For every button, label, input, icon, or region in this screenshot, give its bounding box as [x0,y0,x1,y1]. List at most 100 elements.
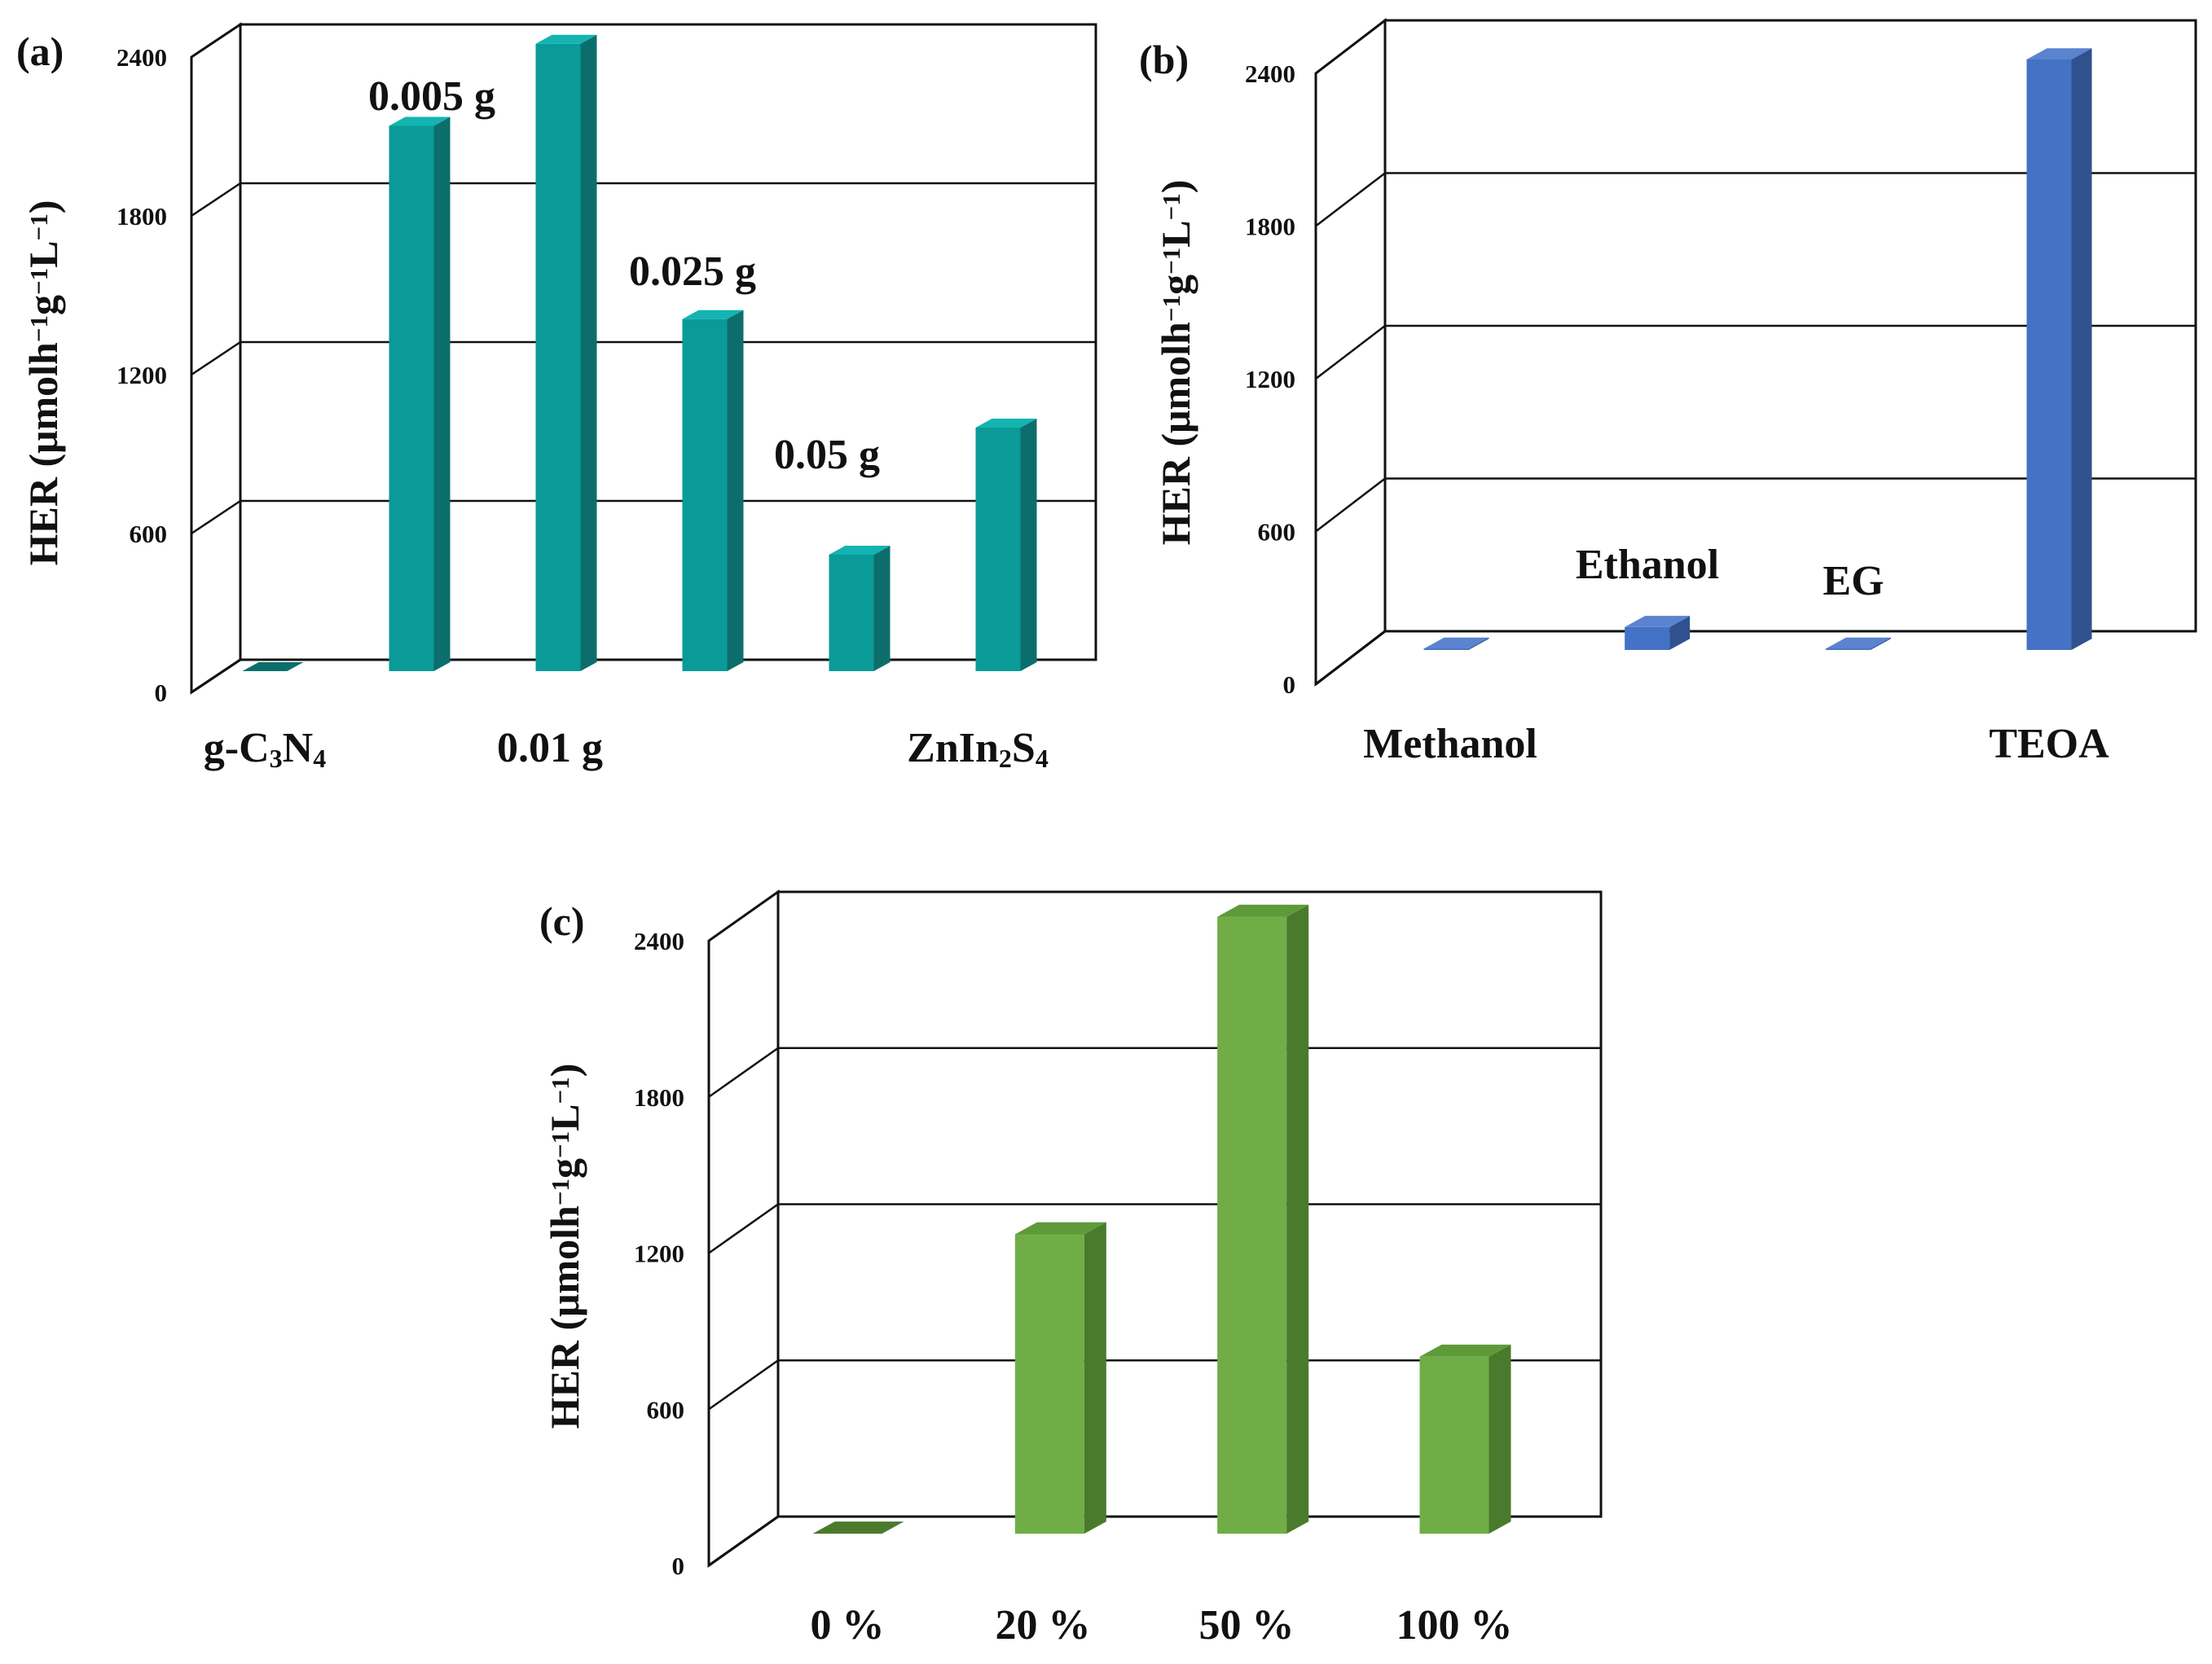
bar-top [1423,637,1489,649]
y-tick-label: 2400 [117,43,167,72]
x-tick-label: 0.01 g [497,725,603,771]
bar [1423,637,1489,650]
bar [1217,904,1309,1534]
plot-floor-edge [708,1515,779,1567]
bar-side [1870,637,1891,650]
y-tick-label: 1200 [634,1240,684,1268]
bar-top [812,1521,904,1534]
bar-annotation: Ethanol [1576,542,1719,588]
bar-annotation: 0.005 g [368,73,495,120]
x-tick-label: 50 % [1199,1602,1295,1649]
bar [975,419,1037,671]
plot-floor-edge [1315,630,1386,686]
bar-side [2071,48,2092,650]
bar-annotation: 0.05 g [774,432,880,478]
bar-side [727,310,744,671]
bar [1014,1222,1106,1534]
y-axis-label: HER (μmolh−1g−1L−1) [20,200,66,566]
bar-top [1419,1344,1511,1357]
bar-front [1625,626,1670,650]
y-axis-label: HER (μmolh−1g−1L−1) [542,1064,587,1429]
bar [535,34,597,671]
y-tick-label: 2400 [634,927,684,955]
y-tick-label: 0 [1283,670,1296,699]
bar-front [1217,916,1287,1534]
bar-annotation: 0.025 g [629,248,756,295]
gridline-side [1315,477,1386,533]
x-tick-label: g-C3N4 [204,725,326,773]
bar-side [1489,1344,1511,1534]
bar-front [535,43,581,671]
x-tick-label: 100 % [1396,1602,1513,1649]
y-tick-label: 1800 [117,202,167,231]
bar-side [1020,419,1037,671]
y-tick-label: 0 [672,1552,685,1580]
bar-front [1419,1356,1489,1534]
y-tick-label: 0 [155,678,168,707]
bar-side [873,546,891,671]
x-tick-label: 20 % [996,1602,1091,1649]
panel-label: (b) [1139,37,1189,82]
bar [389,116,451,671]
y-tick-label: 1200 [1245,365,1295,393]
gridline-side [1315,172,1386,227]
gridline-side [708,1203,779,1254]
gridline-side [708,1359,779,1411]
panel-b-chart: 0 600 1200 1800 2400 (b) HER (μmolh−1g−1L−1) Me… [1139,17,2197,767]
y-tick-label: 1800 [1245,213,1295,241]
bar-annotation: EG [1823,558,1884,604]
panel-a-chart: 0 600 1200 1800 2400 (a) HER (μmolh−1g−1L−1) g-… [16,22,1097,773]
y-tick-label: 1800 [634,1083,684,1112]
gridline-side [191,182,241,217]
panel-label: (a) [16,29,64,74]
bar-side [580,34,597,671]
bar [812,1521,904,1534]
bar-top [682,310,744,319]
bar [829,546,891,671]
y-tick-label: 600 [1258,518,1296,547]
plot-floor-edge [191,658,241,694]
bar-top [535,34,597,44]
bar [1625,616,1691,650]
gridline-side [708,1047,779,1098]
gridline-side [1315,325,1386,380]
bar-front [389,125,434,671]
y-axis-label: HER (μmolh−1g−1L−1) [1153,180,1198,546]
bar-side [1084,1222,1106,1534]
bar [1419,1344,1511,1534]
bar [1825,637,1891,650]
x-tick-label: Methanol [1363,721,1537,767]
bar-top [1014,1222,1106,1235]
bar-side [1286,904,1309,1534]
x-tick-label: ZnIn2S4 [907,725,1049,773]
y-tick-label: 600 [130,520,168,548]
bar [2026,48,2092,650]
bar-top [975,419,1037,428]
bar-front [1423,648,1469,650]
bar-front [682,318,728,671]
bar-front [1825,648,1871,650]
bar-top [829,546,891,555]
bar-side [1669,616,1691,650]
bar-top [242,662,304,671]
bar-front [975,428,1021,671]
bar-top [1217,904,1309,917]
y-tick-label: 2400 [1245,59,1295,88]
bar-side [1468,637,1489,650]
bar [242,662,304,671]
bar-top [2026,48,2092,59]
bar-front [829,555,874,671]
y-tick-label: 600 [647,1395,685,1424]
bar-front [2026,59,2072,650]
gridline-side [191,499,241,535]
bar-top [389,116,451,126]
y-tick-label: 1200 [117,361,167,389]
x-tick-label: 0 % [811,1602,885,1649]
bar-side [433,116,451,671]
gridline-side [191,340,241,376]
bar-top [1625,616,1691,627]
bar [682,310,744,671]
x-tick-label: TEOA [1989,721,2109,767]
